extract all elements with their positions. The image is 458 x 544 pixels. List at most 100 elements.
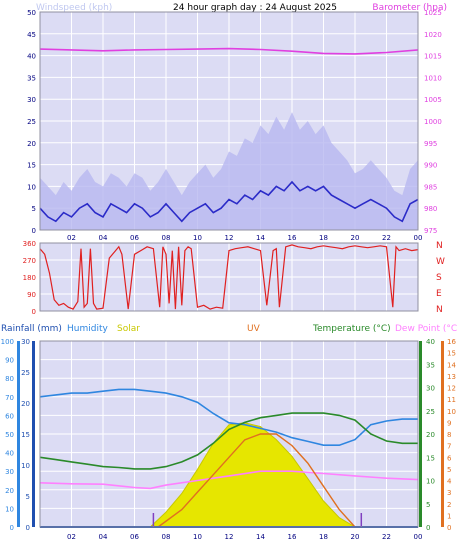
uv-axis-bar bbox=[441, 341, 444, 527]
rain-tick-label: 30 bbox=[21, 338, 30, 346]
temperature-tick-label: 15 bbox=[426, 454, 435, 462]
humidity-tick-label: 100 bbox=[1, 338, 14, 346]
barometer-tick-label: 980 bbox=[424, 205, 437, 213]
uv-tick-label: 14 bbox=[447, 361, 456, 369]
uv-tick-label: 5 bbox=[447, 466, 451, 474]
temperature-tick-label: 10 bbox=[426, 478, 435, 486]
rain-tick-label: 25 bbox=[21, 369, 30, 377]
humidity-tick-label: 90 bbox=[5, 357, 14, 365]
temperature-tick-label: 20 bbox=[426, 431, 435, 439]
direction-tick-label: 270 bbox=[23, 257, 36, 265]
uv-tick-label: 8 bbox=[447, 431, 451, 439]
top-x-tick-label: 12 bbox=[225, 234, 234, 242]
rain-tick-label: 5 bbox=[26, 493, 30, 501]
humidity-tick-label: 10 bbox=[5, 505, 14, 513]
direction-tick-label: 0 bbox=[32, 308, 36, 316]
uv-tick-label: 12 bbox=[447, 385, 456, 393]
top-x-tick-label: 16 bbox=[288, 234, 297, 242]
barometer-axis-label: Barometer (hpa) bbox=[372, 3, 447, 13]
uv-tick-label: 16 bbox=[447, 338, 456, 346]
legend-rainfall: Rainfall (mm) bbox=[1, 324, 62, 334]
compass-n-top: N bbox=[436, 241, 443, 251]
uv-tick-label: 1 bbox=[447, 512, 451, 520]
temperature-line bbox=[39, 412, 418, 470]
barometer-tick-label: 1000 bbox=[424, 118, 442, 126]
dewpoint-line bbox=[39, 470, 419, 490]
windspeed-line bbox=[39, 180, 419, 223]
rain-tick-label: 15 bbox=[21, 431, 30, 439]
wind-direction-line bbox=[39, 244, 419, 310]
compass-s: S bbox=[436, 273, 442, 283]
temperature-tick-label: 25 bbox=[426, 408, 435, 416]
uv-tick-label: 10 bbox=[447, 408, 456, 416]
top-x-tick-label: 02 bbox=[67, 234, 76, 242]
top-x-tick-label: 00 bbox=[414, 234, 423, 242]
uv-tick-label: 9 bbox=[447, 419, 451, 427]
humidity-tick-label: 0 bbox=[10, 524, 14, 532]
bottom-x-tick-label: 10 bbox=[193, 533, 202, 541]
uv-tick-label: 11 bbox=[447, 396, 456, 404]
windspeed-tick-label: 50 bbox=[27, 9, 36, 17]
windspeed-tick-label: 40 bbox=[27, 53, 36, 61]
solar-area bbox=[149, 422, 357, 528]
top-x-tick-label: 08 bbox=[162, 234, 171, 242]
bottom-x-tick-label: 20 bbox=[351, 533, 360, 541]
uv-tick-label: 13 bbox=[447, 373, 456, 381]
barometer-tick-label: 1005 bbox=[424, 96, 442, 104]
bottom-x-tick-label: 14 bbox=[256, 533, 265, 541]
humidity-axis-bar bbox=[17, 341, 20, 527]
temperature-tick-label: 30 bbox=[426, 385, 435, 393]
barometer-tick-label: 1020 bbox=[424, 31, 442, 39]
humidity-tick-label: 60 bbox=[5, 412, 14, 420]
barometer-tick-label: 995 bbox=[424, 140, 437, 148]
top-x-tick-label: 22 bbox=[382, 234, 391, 242]
bottom-legend: Rainfall (mm) Humidity Solar UV Temperat… bbox=[1, 324, 458, 334]
windspeed-tick-label: 45 bbox=[27, 31, 36, 39]
compass-n-bottom: N bbox=[436, 305, 443, 315]
rain-axis-bar bbox=[32, 341, 35, 527]
humidity-tick-label: 20 bbox=[5, 487, 14, 495]
bottom-x-tick-label: 18 bbox=[319, 533, 328, 541]
barometer-tick-label: 990 bbox=[424, 162, 437, 170]
windspeed-tick-label: 25 bbox=[27, 118, 36, 126]
wind-gust-area bbox=[40, 112, 418, 230]
barometer-tick-label: 1010 bbox=[424, 74, 442, 82]
windspeed-tick-label: 35 bbox=[27, 74, 36, 82]
bottom-x-tick-label: 06 bbox=[130, 533, 139, 541]
temperature-tick-label: 40 bbox=[426, 338, 435, 346]
barometer-tick-label: 1015 bbox=[424, 53, 442, 61]
windspeed-axis-label: Windspeed (kph) bbox=[36, 3, 112, 13]
top-x-tick-label: 20 bbox=[351, 234, 360, 242]
plot-frame bbox=[39, 340, 419, 528]
bottom-x-tick-label: 12 bbox=[225, 533, 234, 541]
compass-labels: N W S E N bbox=[436, 241, 445, 315]
uv-tick-label: 6 bbox=[447, 454, 452, 462]
barometer-line bbox=[39, 47, 419, 55]
bottom-x-tick-label: 16 bbox=[288, 533, 297, 541]
windspeed-tick-label: 15 bbox=[27, 162, 36, 170]
top-x-tick-label: 04 bbox=[99, 234, 108, 242]
rain-tick-label: 20 bbox=[21, 400, 30, 408]
bottom-x-tick-label: 00 bbox=[414, 533, 423, 541]
uv-tick-label: 3 bbox=[447, 489, 451, 497]
rain-tick-label: 0 bbox=[26, 524, 30, 532]
bottom-x-tick-label: 08 bbox=[162, 533, 171, 541]
legend-solar: Solar bbox=[117, 324, 140, 334]
uv-tick-label: 0 bbox=[447, 524, 451, 532]
barometer-tick-label: 975 bbox=[424, 227, 437, 235]
legend-humidity: Humidity bbox=[67, 324, 108, 334]
bottom-x-tick-label: 02 bbox=[67, 533, 76, 541]
chart-title: 24 hour graph day : 24 August 2025 bbox=[173, 3, 337, 13]
temperature-tick-label: 35 bbox=[426, 361, 435, 369]
humidity-tick-label: 30 bbox=[5, 468, 14, 476]
top-x-tick-label: 18 bbox=[319, 234, 328, 242]
top-x-tick-label: 14 bbox=[256, 234, 265, 242]
bottom-x-tick-label: 22 bbox=[382, 533, 391, 541]
humidity-tick-label: 70 bbox=[5, 394, 14, 402]
rain-tick-label: 10 bbox=[21, 462, 30, 470]
plot-frame bbox=[39, 11, 419, 231]
compass-w: W bbox=[436, 257, 445, 267]
direction-tick-label: 90 bbox=[27, 291, 36, 299]
humidity-tick-label: 80 bbox=[5, 375, 14, 383]
uv-tick-label: 15 bbox=[447, 350, 456, 358]
